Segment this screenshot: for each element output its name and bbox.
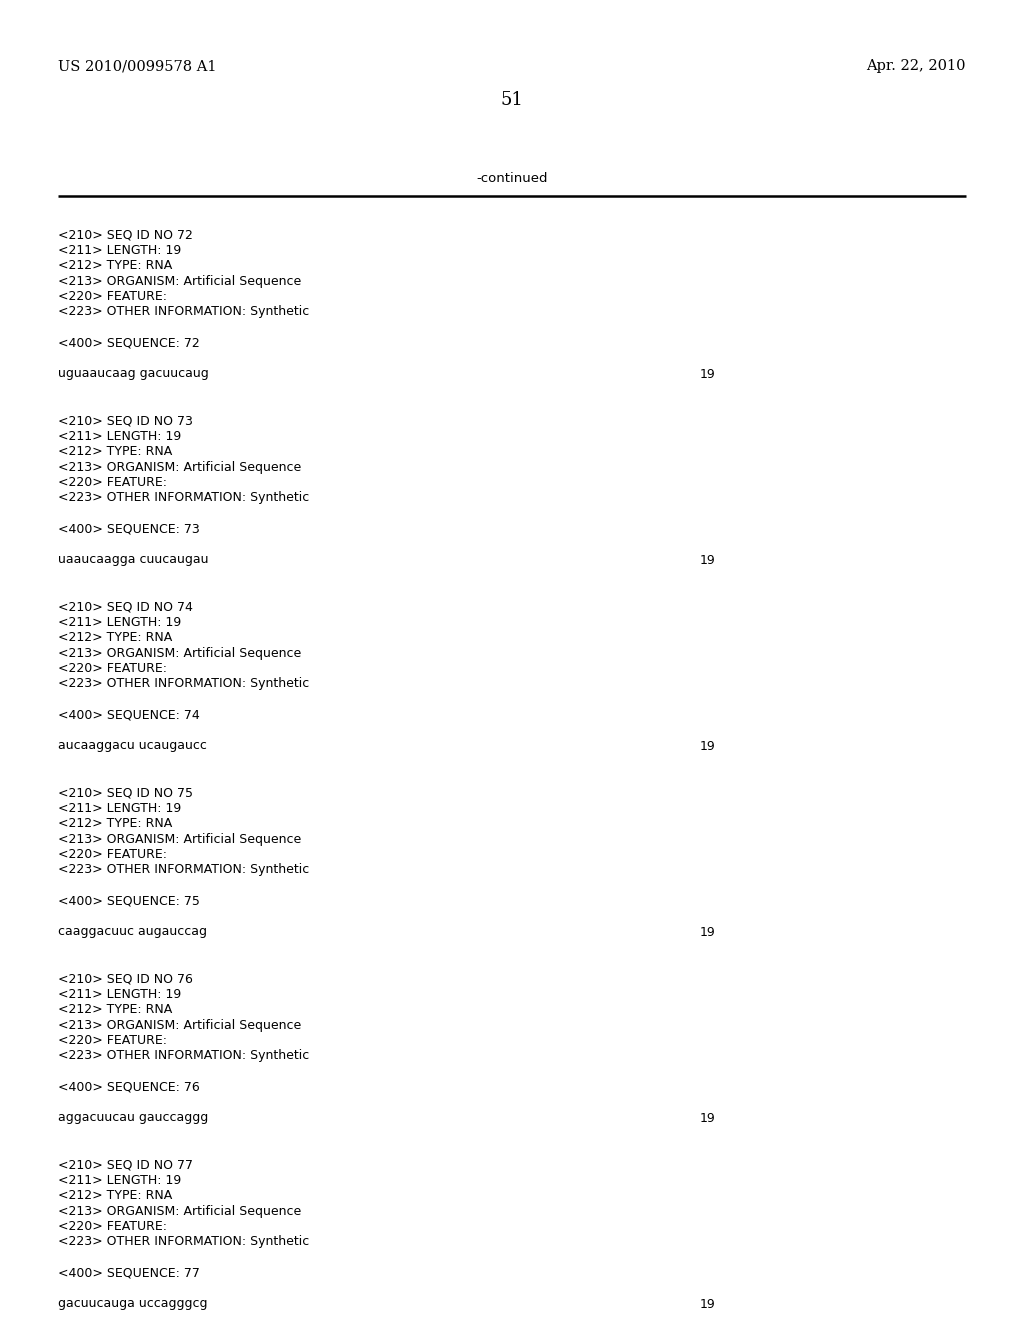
Text: <220> FEATURE:: <220> FEATURE: (58, 847, 167, 861)
Text: <212> TYPE: RNA: <212> TYPE: RNA (58, 1189, 172, 1203)
Text: US 2010/0099578 A1: US 2010/0099578 A1 (58, 59, 216, 73)
Text: <212> TYPE: RNA: <212> TYPE: RNA (58, 1003, 172, 1016)
Text: <220> FEATURE:: <220> FEATURE: (58, 1220, 167, 1233)
Text: <400> SEQUENCE: 75: <400> SEQUENCE: 75 (58, 895, 200, 908)
Text: caaggacuuc augauccag: caaggacuuc augauccag (58, 925, 207, 939)
Text: <400> SEQUENCE: 74: <400> SEQUENCE: 74 (58, 709, 200, 722)
Text: <213> ORGANISM: Artificial Sequence: <213> ORGANISM: Artificial Sequence (58, 1019, 301, 1031)
Text: <211> LENGTH: 19: <211> LENGTH: 19 (58, 429, 181, 442)
Text: <223> OTHER INFORMATION: Synthetic: <223> OTHER INFORMATION: Synthetic (58, 1236, 309, 1249)
Text: <212> TYPE: RNA: <212> TYPE: RNA (58, 631, 172, 644)
Text: <212> TYPE: RNA: <212> TYPE: RNA (58, 817, 172, 830)
Text: <213> ORGANISM: Artificial Sequence: <213> ORGANISM: Artificial Sequence (58, 461, 301, 474)
Text: <210> SEQ ID NO 76: <210> SEQ ID NO 76 (58, 972, 193, 985)
Text: <210> SEQ ID NO 77: <210> SEQ ID NO 77 (58, 1158, 193, 1171)
Text: <400> SEQUENCE: 72: <400> SEQUENCE: 72 (58, 337, 200, 350)
Text: <210> SEQ ID NO 72: <210> SEQ ID NO 72 (58, 228, 193, 242)
Text: <213> ORGANISM: Artificial Sequence: <213> ORGANISM: Artificial Sequence (58, 647, 301, 660)
Text: <213> ORGANISM: Artificial Sequence: <213> ORGANISM: Artificial Sequence (58, 275, 301, 288)
Text: 19: 19 (700, 1111, 716, 1125)
Text: <400> SEQUENCE: 76: <400> SEQUENCE: 76 (58, 1081, 200, 1093)
Text: <220> FEATURE:: <220> FEATURE: (58, 477, 167, 488)
Text: <211> LENGTH: 19: <211> LENGTH: 19 (58, 987, 181, 1001)
Text: 19: 19 (700, 1298, 716, 1311)
Text: <220> FEATURE:: <220> FEATURE: (58, 290, 167, 304)
Text: 19: 19 (700, 925, 716, 939)
Text: <211> LENGTH: 19: <211> LENGTH: 19 (58, 801, 181, 814)
Text: Apr. 22, 2010: Apr. 22, 2010 (866, 59, 966, 73)
Text: 19: 19 (700, 367, 716, 380)
Text: <212> TYPE: RNA: <212> TYPE: RNA (58, 259, 172, 272)
Text: uguaaucaag gacuucaug: uguaaucaag gacuucaug (58, 367, 209, 380)
Text: aucaaggacu ucaugaucc: aucaaggacu ucaugaucc (58, 739, 207, 752)
Text: -continued: -continued (476, 172, 548, 185)
Text: gacuucauga uccagggcg: gacuucauga uccagggcg (58, 1298, 208, 1311)
Text: <223> OTHER INFORMATION: Synthetic: <223> OTHER INFORMATION: Synthetic (58, 491, 309, 504)
Text: <220> FEATURE:: <220> FEATURE: (58, 1034, 167, 1047)
Text: <211> LENGTH: 19: <211> LENGTH: 19 (58, 1173, 181, 1187)
Text: <210> SEQ ID NO 74: <210> SEQ ID NO 74 (58, 601, 193, 612)
Text: <223> OTHER INFORMATION: Synthetic: <223> OTHER INFORMATION: Synthetic (58, 1049, 309, 1063)
Text: <210> SEQ ID NO 73: <210> SEQ ID NO 73 (58, 414, 193, 426)
Text: 51: 51 (501, 91, 523, 110)
Text: 19: 19 (700, 739, 716, 752)
Text: <220> FEATURE:: <220> FEATURE: (58, 663, 167, 675)
Text: <211> LENGTH: 19: <211> LENGTH: 19 (58, 243, 181, 256)
Text: <223> OTHER INFORMATION: Synthetic: <223> OTHER INFORMATION: Synthetic (58, 863, 309, 876)
Text: <400> SEQUENCE: 77: <400> SEQUENCE: 77 (58, 1266, 200, 1279)
Text: uaaucaagga cuucaugau: uaaucaagga cuucaugau (58, 553, 209, 566)
Text: <223> OTHER INFORMATION: Synthetic: <223> OTHER INFORMATION: Synthetic (58, 305, 309, 318)
Text: 19: 19 (700, 553, 716, 566)
Text: <223> OTHER INFORMATION: Synthetic: <223> OTHER INFORMATION: Synthetic (58, 677, 309, 690)
Text: aggacuucau gauccaggg: aggacuucau gauccaggg (58, 1111, 208, 1125)
Text: <212> TYPE: RNA: <212> TYPE: RNA (58, 445, 172, 458)
Text: <211> LENGTH: 19: <211> LENGTH: 19 (58, 615, 181, 628)
Text: <213> ORGANISM: Artificial Sequence: <213> ORGANISM: Artificial Sequence (58, 833, 301, 846)
Text: <213> ORGANISM: Artificial Sequence: <213> ORGANISM: Artificial Sequence (58, 1204, 301, 1217)
Text: <210> SEQ ID NO 75: <210> SEQ ID NO 75 (58, 785, 193, 799)
Text: <400> SEQUENCE: 73: <400> SEQUENCE: 73 (58, 523, 200, 536)
